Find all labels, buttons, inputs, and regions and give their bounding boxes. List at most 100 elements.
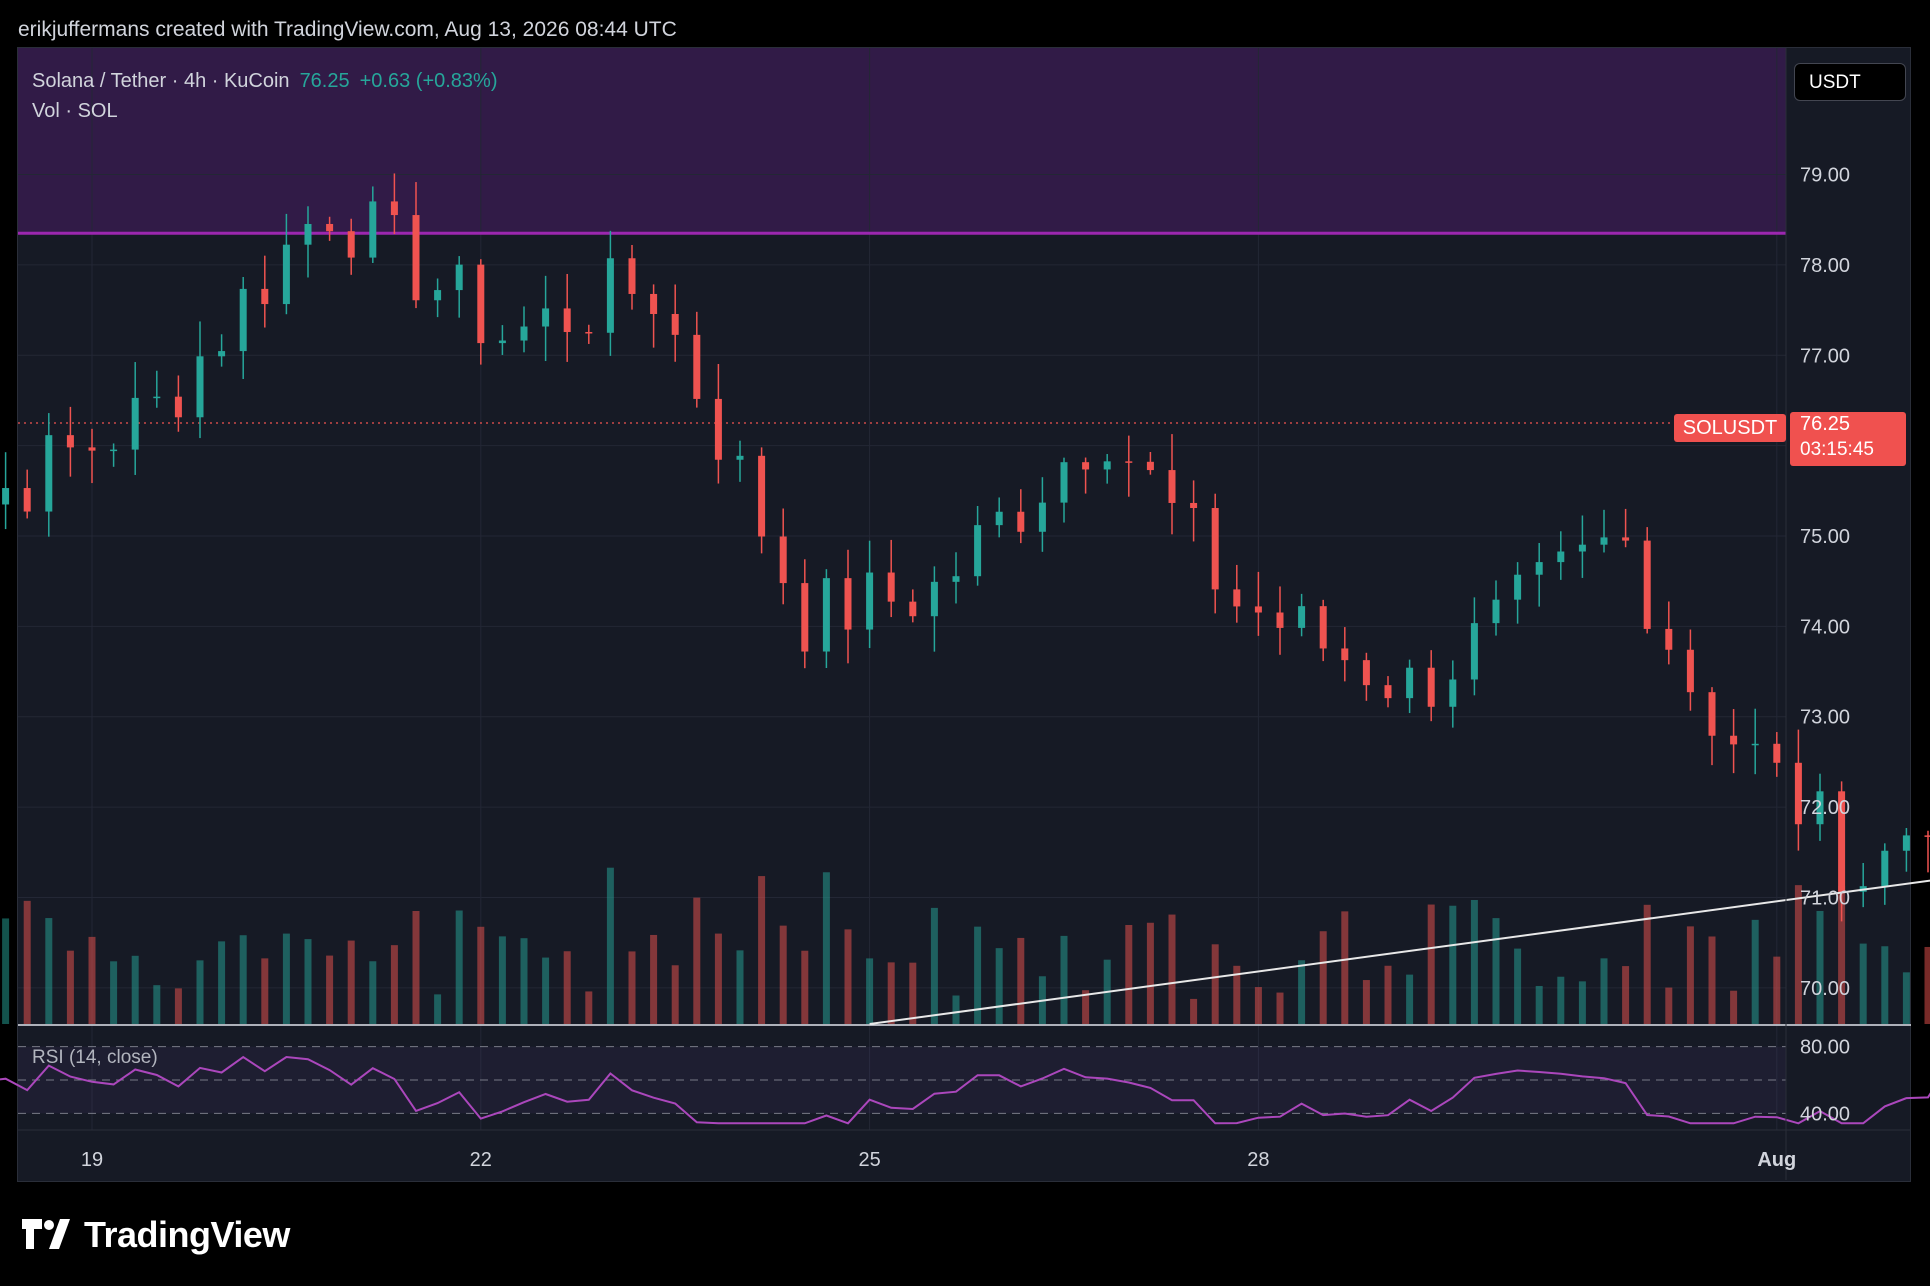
candle bbox=[1492, 599, 1500, 624]
candle bbox=[866, 572, 874, 630]
volume-bar bbox=[1427, 904, 1435, 1024]
volume-bar bbox=[498, 936, 506, 1024]
volume-bar bbox=[1211, 944, 1219, 1024]
candle bbox=[930, 581, 938, 617]
candle bbox=[66, 435, 74, 448]
volume-bar bbox=[1751, 919, 1759, 1024]
volume-bar bbox=[1665, 987, 1673, 1024]
candle bbox=[1362, 660, 1370, 686]
volume-bar bbox=[1319, 931, 1327, 1024]
candle bbox=[261, 288, 269, 305]
current-price-label: 76.25 03:15:45 bbox=[1790, 412, 1906, 466]
candle bbox=[1146, 461, 1154, 471]
volume-bar bbox=[261, 958, 269, 1024]
volume-bar bbox=[455, 910, 463, 1024]
volume-bar bbox=[131, 955, 139, 1024]
volume-bar bbox=[1168, 914, 1176, 1024]
volume-bar bbox=[110, 961, 118, 1024]
candle bbox=[974, 525, 982, 577]
candle bbox=[347, 231, 355, 258]
volume-bar bbox=[563, 951, 571, 1024]
time-tick-label: 19 bbox=[81, 1149, 103, 1171]
volume-bar bbox=[1082, 990, 1090, 1024]
candle bbox=[434, 290, 442, 301]
volume-bar bbox=[239, 935, 247, 1024]
tradingview-logo[interactable]: TradingView bbox=[22, 1214, 290, 1258]
candle bbox=[1168, 470, 1176, 503]
price-tick-label: 77.00 bbox=[1800, 345, 1850, 367]
volume-bar bbox=[1384, 965, 1392, 1024]
candle bbox=[736, 455, 744, 460]
volume-bar bbox=[714, 933, 722, 1024]
volume-legend[interactable]: Vol · SOL bbox=[32, 100, 118, 122]
candle bbox=[218, 351, 226, 357]
tradingview-logo-icon bbox=[22, 1216, 74, 1258]
last-price: 76.25 bbox=[299, 70, 350, 92]
candle bbox=[153, 396, 161, 399]
current-price-value: 76.25 bbox=[1800, 413, 1851, 435]
candle bbox=[1600, 537, 1608, 545]
candle bbox=[779, 536, 787, 584]
volume-bar bbox=[671, 965, 679, 1024]
candle bbox=[693, 334, 701, 399]
price-tick-label: 73.00 bbox=[1800, 707, 1850, 729]
volume-bar bbox=[1730, 990, 1738, 1024]
rsi-legend[interactable]: RSI (14, close) bbox=[32, 1047, 158, 1068]
candle bbox=[758, 455, 766, 537]
candle bbox=[1838, 791, 1846, 892]
candle bbox=[606, 258, 614, 333]
candle bbox=[671, 314, 679, 335]
volume-bars bbox=[2, 867, 1930, 1024]
candle bbox=[952, 576, 960, 582]
volume-bar bbox=[1622, 966, 1630, 1024]
volume-bar bbox=[1276, 992, 1284, 1024]
candle bbox=[1449, 679, 1457, 707]
volume-bar bbox=[585, 991, 593, 1024]
candle bbox=[1427, 667, 1435, 707]
volume-bar bbox=[1578, 981, 1586, 1024]
volume-bar bbox=[412, 910, 420, 1024]
candle bbox=[1254, 606, 1262, 613]
volume-bar bbox=[758, 876, 766, 1024]
candle bbox=[520, 326, 528, 341]
volume-bar bbox=[45, 918, 53, 1024]
volume-bar bbox=[1341, 911, 1349, 1024]
currency-selector[interactable]: USDT bbox=[1794, 63, 1906, 101]
candle bbox=[1751, 743, 1759, 746]
candle bbox=[844, 578, 852, 630]
candle bbox=[1233, 589, 1241, 607]
time-tick-label: 25 bbox=[858, 1149, 880, 1171]
volume-bar bbox=[326, 955, 334, 1024]
volume-bar bbox=[779, 925, 787, 1024]
candle bbox=[1060, 462, 1068, 503]
candle bbox=[1686, 649, 1694, 693]
volume-bar bbox=[1514, 948, 1522, 1024]
price-tick-label: 71.00 bbox=[1800, 887, 1850, 909]
candle bbox=[1924, 835, 1930, 837]
tradingview-logo-text: TradingView bbox=[84, 1214, 290, 1255]
volume-bar bbox=[390, 945, 398, 1024]
trend-line-rising-support bbox=[869, 879, 1930, 1025]
candle bbox=[563, 308, 571, 333]
volume-bar bbox=[1557, 976, 1565, 1024]
bar-countdown: 03:15:45 bbox=[1800, 439, 1874, 460]
symbol-name[interactable]: Solana / Tether · 4h · KuCoin bbox=[32, 70, 290, 92]
volume-bar bbox=[1406, 974, 1414, 1024]
candle bbox=[88, 447, 96, 451]
volume-bar bbox=[1859, 943, 1867, 1024]
price-tick-label: 74.00 bbox=[1800, 616, 1850, 638]
candle bbox=[1708, 692, 1716, 736]
candle bbox=[1535, 562, 1543, 575]
volume-bar bbox=[196, 960, 204, 1024]
legend-row-symbol: Solana / Tether · 4h · KuCoin 76.25 +0.63 … bbox=[32, 66, 498, 96]
candle bbox=[1902, 835, 1910, 851]
candle bbox=[1017, 511, 1025, 532]
volume-bar bbox=[1060, 935, 1068, 1024]
candle bbox=[1622, 537, 1630, 541]
volume-bar bbox=[1924, 946, 1930, 1024]
candle bbox=[1665, 628, 1673, 650]
volume-bar bbox=[434, 994, 442, 1024]
volume-bar bbox=[520, 938, 528, 1024]
candle bbox=[714, 398, 722, 460]
